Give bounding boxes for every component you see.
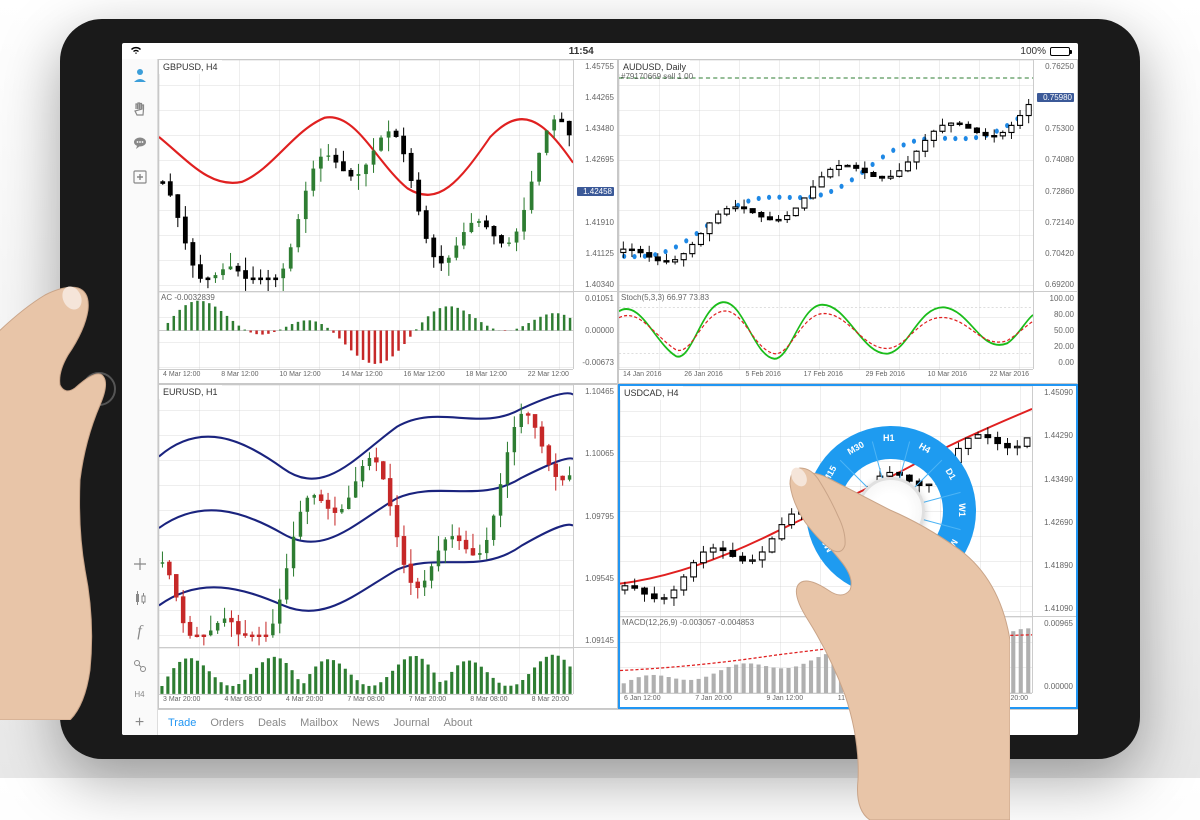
tablet-frame: 11:54 100% f H4 + [60, 19, 1140, 759]
status-bar: 11:54 100% [122, 43, 1078, 59]
candle-icon[interactable] [128, 586, 152, 610]
indicator-plot [620, 617, 1032, 694]
x-axis: 4 Mar 12:008 Mar 12:0010 Mar 12:0014 Mar… [159, 369, 573, 383]
battery-text: 100% [1020, 46, 1046, 57]
x-axis: 3 Mar 20:004 Mar 08:004 Mar 20:007 Mar 0… [159, 694, 573, 708]
crosshair-icon[interactable] [128, 552, 152, 576]
indicator-label: MACD(12,26,9) -0.003057 -0.004853 [622, 618, 754, 627]
panel-title: EURUSD, H1 [159, 385, 222, 399]
tab-journal[interactable]: Journal [394, 717, 430, 729]
radial-center[interactable] [857, 477, 925, 545]
x-axis: 14 Jan 201626 Jan 20165 Feb 201617 Feb 2… [619, 369, 1033, 383]
timeframe-h1[interactable]: H1 [883, 433, 895, 443]
indicator-plot [159, 292, 573, 369]
left-rail: f H4 + [122, 59, 158, 735]
price-plot [159, 385, 573, 647]
tab-mailbox[interactable]: Mailbox [300, 717, 338, 729]
chat-icon[interactable] [128, 131, 152, 155]
chart-panel-usdcad[interactable]: USDCAD, H4 1.45090 1.44290 1.43490 1.426… [618, 384, 1078, 709]
x-axis: 6 Jan 12:007 Jan 20:009 Jan 12:0011 Jan … [620, 693, 1032, 707]
y-axis: 1.10465 1.10065 1.09795 1.09545 1.09145 [573, 385, 617, 647]
panel-title: USDCAD, H4 [620, 386, 683, 400]
radial-timeframe-menu[interactable]: M1M5M15M30H1H4D1W1MN f [806, 426, 976, 596]
y-axis: 1.45755 1.44265 1.43480 1.42695 1.42458 … [573, 60, 617, 291]
price-plot [619, 60, 1033, 291]
crosshair-icon[interactable] [850, 558, 862, 572]
y-axis: 1.45090 1.44290 1.43490 1.42690 1.41890 … [1032, 386, 1076, 616]
plus-icon[interactable]: + [128, 711, 152, 735]
timeframe-m5[interactable]: M5 [812, 504, 822, 517]
y-axis-sub: 0.00965 0.00000 [1032, 617, 1076, 694]
indicator-plot [619, 292, 1033, 369]
wifi-icon [130, 45, 142, 58]
tab-about[interactable]: About [444, 717, 473, 729]
timeframe-label[interactable]: H4 [134, 688, 144, 701]
tab-news[interactable]: News [352, 717, 380, 729]
status-time: 11:54 [569, 46, 594, 57]
y-axis: 0.76250 0.75980 0.75300 0.74080 0.72860 … [1033, 60, 1077, 291]
home-button[interactable] [82, 372, 116, 406]
timeframe-w1[interactable]: W1 [957, 503, 967, 517]
charts-grid: GBPUSD, H4 1.45755 1.44265 1.43480 1.426… [158, 59, 1078, 709]
share-icon[interactable] [128, 654, 152, 678]
function-icon[interactable]: f [128, 620, 152, 644]
order-label: #79170669 sell 1.00 [621, 72, 693, 81]
y-axis-sub: 0.01051 0.00000 -0.00673 [573, 292, 617, 369]
add-chart-icon[interactable] [128, 165, 152, 189]
price-plot [159, 60, 573, 291]
tab-trade[interactable]: Trade [168, 717, 196, 729]
chart-panel-audusd[interactable]: AUDUSD, Daily #79170669 sell 1.00 0.7625… [618, 59, 1078, 384]
tab-orders[interactable]: Orders [210, 717, 244, 729]
gear-icon[interactable] [918, 558, 931, 573]
indicator-label: AC -0.0032839 [161, 293, 215, 302]
panel-title: GBPUSD, H4 [159, 60, 222, 74]
tabs-bar: Trade Orders Deals Mailbox News Journal … [158, 709, 1078, 735]
chart-panel-eurusd[interactable]: EURUSD, H1 1.10465 1.10065 1.09795 1.095… [158, 384, 618, 709]
function-icon[interactable]: f [888, 568, 893, 584]
screen: 11:54 100% f H4 + [122, 43, 1078, 735]
hand-icon[interactable] [128, 97, 152, 121]
tab-deals[interactable]: Deals [258, 717, 286, 729]
indicator-label: Stoch(5,3,3) 66.97 73.83 [621, 293, 709, 302]
account-icon[interactable] [128, 63, 152, 87]
chart-panel-gbpusd[interactable]: GBPUSD, H4 1.45755 1.44265 1.43480 1.426… [158, 59, 618, 384]
y-axis-sub: 100.00 80.00 50.00 20.00 0.00 [1033, 292, 1077, 369]
indicator-plot [159, 648, 573, 694]
battery-icon [1050, 47, 1070, 56]
